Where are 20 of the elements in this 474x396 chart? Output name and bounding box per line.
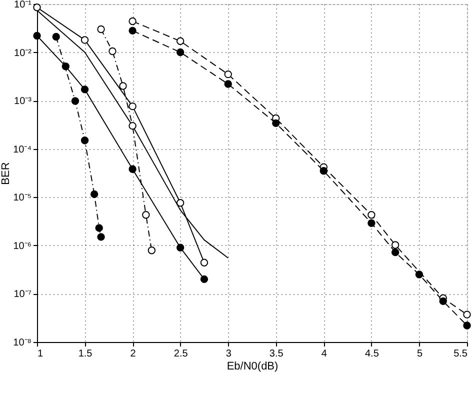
x-tick-label: 2.5 — [174, 348, 188, 360]
y-tick-label: 10⁻⁴ — [13, 144, 32, 156]
y-tick-label: 10⁻⁶ — [13, 240, 32, 252]
y-tick-label: 10⁻⁵ — [13, 192, 32, 204]
x-tick-label: 5.5 — [454, 348, 468, 360]
x-tick-label: 3.5 — [269, 348, 284, 360]
y-axis-title: BER — [0, 162, 12, 185]
y-tick-label: 10⁻² — [14, 48, 32, 59]
y-tick-label: 10⁻⁷ — [14, 289, 32, 300]
x-tick-label: 4 — [321, 348, 328, 360]
y-tick-label: 10⁻¹ — [14, 0, 32, 10]
y-tick-label: 10⁻³ — [14, 96, 32, 108]
x-tick-label: 3 — [226, 348, 232, 360]
x-tick-label: 1.5 — [78, 348, 93, 360]
x-tick-label: 1 — [38, 348, 44, 360]
x-tick-label: 2 — [130, 348, 136, 360]
x-tick-label: 5 — [416, 348, 423, 360]
x-tick-label: 4.5 — [364, 348, 380, 360]
x-axis-title: Eb/N0(dB) — [226, 360, 278, 372]
y-tick-label: 10⁻⁸ — [13, 338, 32, 348]
